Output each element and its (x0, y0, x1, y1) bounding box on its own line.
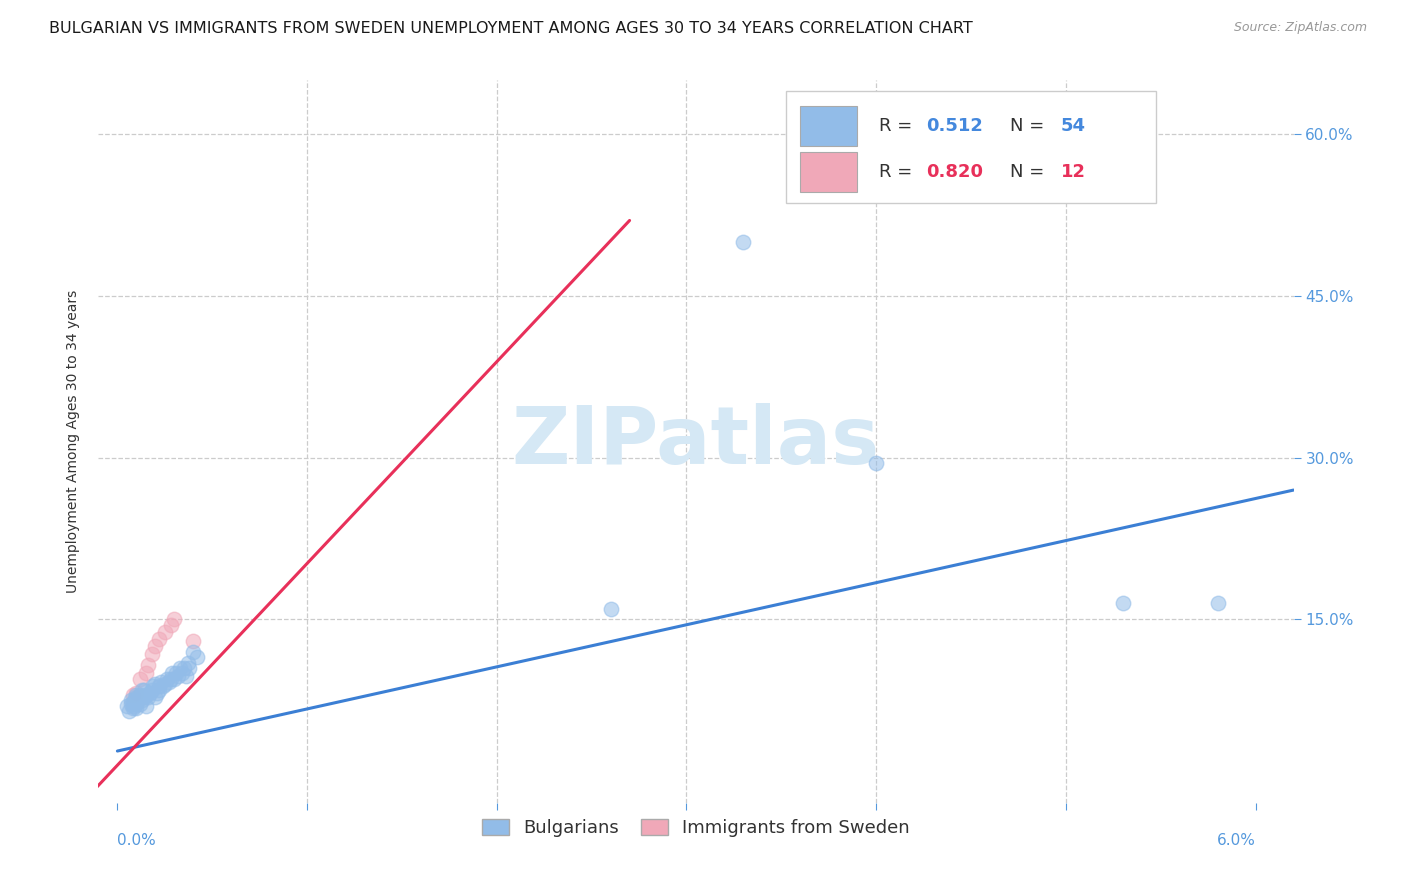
Point (150, 675, 173, 690)
Point (1206, 596, 1229, 610)
Text: 0.0%: 0.0% (117, 833, 156, 848)
Point (179, 661, 201, 675)
Text: Source: ZipAtlas.com: Source: ZipAtlas.com (1233, 21, 1367, 35)
Point (156, 672, 179, 686)
Point (170, 666, 193, 681)
Point (148, 632, 170, 646)
Point (121, 696, 143, 710)
Point (181, 634, 204, 648)
Point (141, 682, 163, 697)
Point (165, 666, 187, 681)
Point (163, 672, 186, 686)
Point (141, 647, 163, 661)
Point (143, 690, 166, 705)
Point (124, 698, 146, 713)
Point (138, 686, 160, 700)
Point (118, 704, 141, 718)
Point (173, 661, 195, 675)
Point (143, 677, 166, 691)
Point (125, 701, 148, 715)
Point (143, 640, 166, 654)
Text: N =: N = (1011, 163, 1050, 181)
Point (135, 666, 157, 681)
Point (157, 675, 180, 690)
Point (127, 693, 149, 707)
Text: 0.820: 0.820 (927, 163, 984, 181)
FancyBboxPatch shape (786, 91, 1156, 203)
Point (148, 682, 170, 697)
Point (125, 688, 148, 702)
Point (131, 693, 153, 707)
Point (136, 657, 159, 672)
Text: 12: 12 (1060, 163, 1085, 181)
Point (176, 656, 198, 670)
Point (159, 618, 181, 632)
Point (169, 661, 191, 675)
Text: BULGARIAN VS IMMIGRANTS FROM SWEDEN UNEMPLOYMENT AMONG AGES 30 TO 34 YEARS CORRE: BULGARIAN VS IMMIGRANTS FROM SWEDEN UNEM… (49, 21, 973, 37)
Point (153, 677, 176, 691)
Point (733, 235, 755, 249)
Point (132, 690, 155, 705)
Text: R =: R = (879, 163, 918, 181)
Point (142, 679, 165, 693)
Point (129, 688, 152, 702)
Point (167, 668, 190, 682)
Point (181, 645, 204, 659)
Point (131, 682, 153, 697)
Text: N =: N = (1011, 117, 1050, 135)
Point (152, 679, 174, 693)
Point (124, 693, 146, 707)
Point (121, 701, 143, 715)
Text: ZIPatlas: ZIPatlas (512, 402, 880, 481)
Point (174, 668, 197, 682)
Text: 6.0%: 6.0% (1216, 833, 1256, 848)
Point (120, 697, 142, 711)
Point (115, 698, 138, 713)
Point (129, 672, 152, 686)
Text: R =: R = (879, 117, 918, 135)
Point (135, 688, 157, 702)
Y-axis label: Unemployment Among Ages 30 to 34 years: Unemployment Among Ages 30 to 34 years (66, 290, 80, 593)
Point (146, 686, 169, 700)
FancyBboxPatch shape (800, 106, 858, 145)
Point (599, 601, 621, 615)
Point (129, 697, 152, 711)
Point (120, 693, 142, 707)
Point (162, 666, 184, 681)
Point (127, 690, 149, 705)
Point (163, 612, 186, 626)
Point (153, 625, 176, 640)
Point (125, 697, 148, 711)
Point (136, 690, 159, 705)
Point (135, 698, 157, 713)
FancyBboxPatch shape (800, 153, 858, 192)
Point (125, 686, 148, 700)
Point (1112, 596, 1135, 610)
Text: 54: 54 (1060, 117, 1085, 135)
Point (186, 650, 208, 665)
Legend: Bulgarians, Immigrants from Sweden: Bulgarians, Immigrants from Sweden (475, 812, 917, 845)
Point (125, 690, 148, 705)
Point (148, 679, 170, 693)
Point (121, 688, 143, 702)
Text: 0.512: 0.512 (927, 117, 984, 135)
Point (132, 682, 155, 697)
Point (865, 456, 887, 470)
Point (159, 672, 181, 686)
